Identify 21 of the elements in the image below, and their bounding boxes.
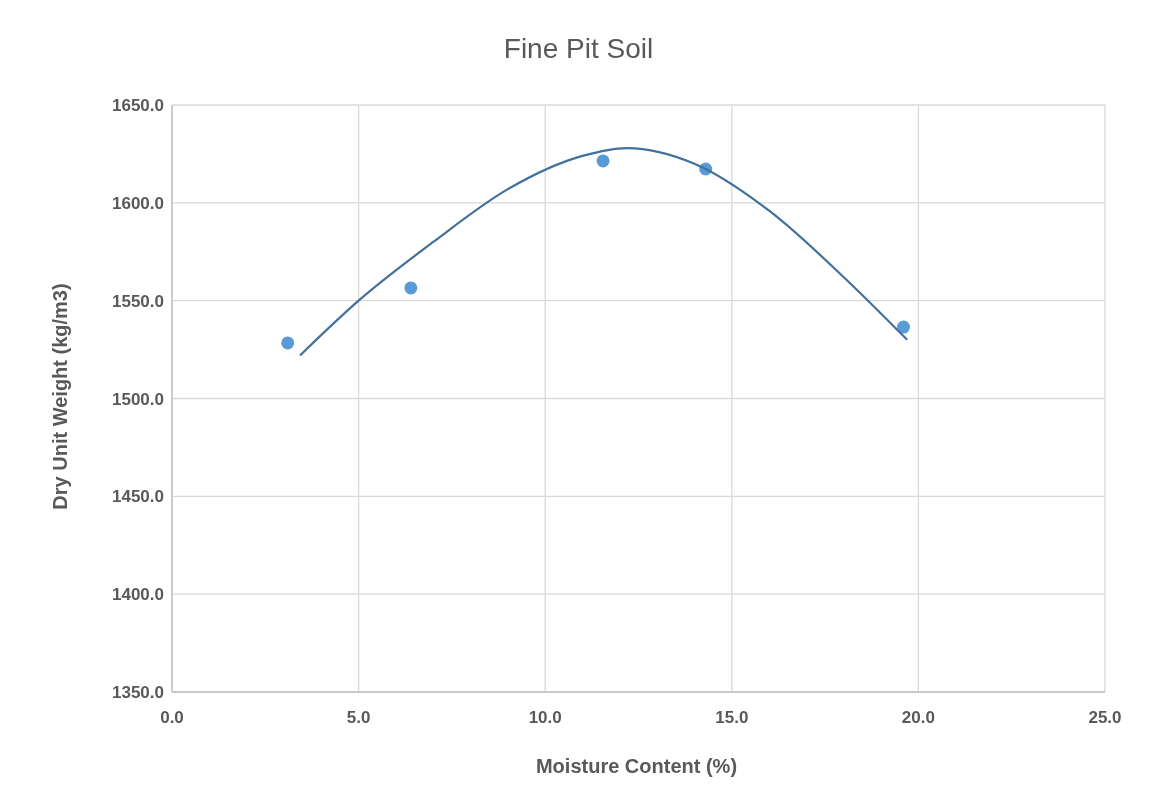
x-tick-label: 5.0: [346, 708, 371, 727]
point: [404, 281, 418, 295]
y-tick-label: 1600.0: [112, 193, 164, 213]
chart-title: Fine Pit Soil: [503, 33, 654, 64]
x-tick-label: 0.0: [160, 708, 184, 727]
x-axis-title: Moisture Content (%): [535, 755, 738, 777]
x-tick-label: 25.0: [1088, 708, 1122, 727]
y-tick-label: 1350.0: [112, 683, 164, 702]
point: [896, 320, 910, 334]
y-tick-label: 1650.0: [112, 96, 164, 115]
y-tick-label: 1400.0: [112, 585, 164, 605]
y-tick-label: 1500.0: [112, 389, 164, 409]
y-axis-title: Dry Unit Weight (kg/m3): [49, 283, 71, 510]
y-tick-label: 1550.0: [112, 291, 164, 311]
point: [281, 336, 295, 350]
point: [596, 154, 610, 168]
line-series: [298, 146, 909, 357]
x-tick-label: 20.0: [901, 708, 935, 727]
x-tick-label: 15.0: [715, 708, 749, 727]
x-tick-label: 10.0: [528, 708, 562, 727]
y-tick-label: 1450.0: [112, 487, 164, 507]
